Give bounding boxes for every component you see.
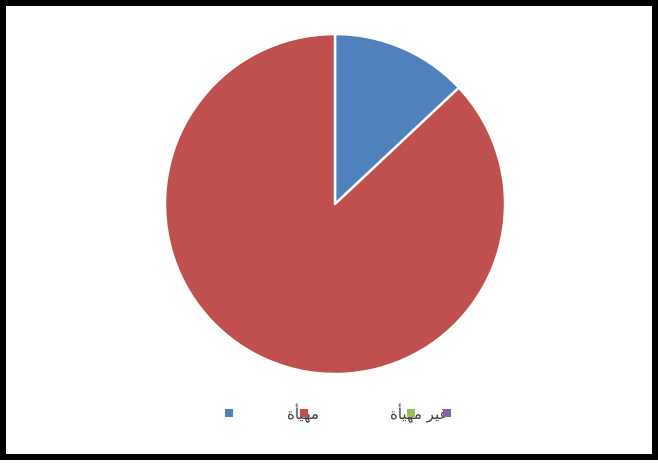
pie-slices: [163, 32, 507, 376]
pie-slice-0: [333, 32, 461, 206]
legend-marker-3: [443, 409, 451, 417]
pie-chart: مهيأةغير مهيأة: [163, 32, 507, 423]
legend-label-1: غير مهيأة: [390, 403, 447, 423]
pie-slice-1: [163, 32, 507, 376]
legend-marker-0: [225, 409, 233, 417]
legend-marker-1: [300, 409, 308, 417]
legend: مهيأةغير مهيأة: [225, 403, 451, 423]
legend-marker-2: [407, 409, 415, 417]
